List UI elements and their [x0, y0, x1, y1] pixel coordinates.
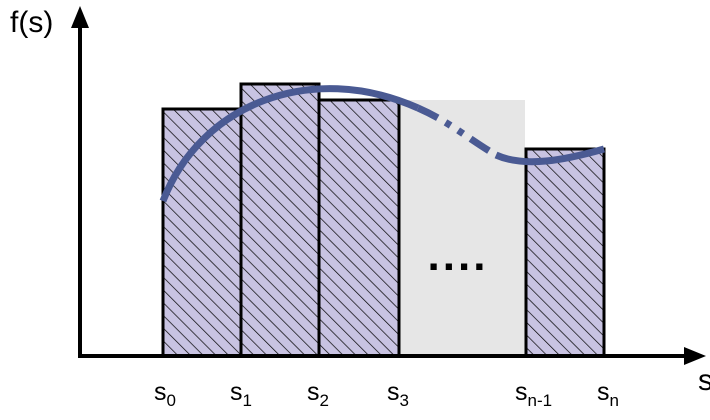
function-curve-solid-left: [159, 85, 420, 203]
tick-subscript: n: [610, 391, 619, 410]
tick-label-s-n-1: sn-1: [515, 378, 552, 410]
tick-subscript: 0: [167, 391, 176, 410]
y-axis-arrowhead: [71, 6, 89, 28]
bar-interval-0: [161, 107, 243, 358]
tick-subscript: 2: [320, 391, 329, 410]
tick-subscript: 1: [243, 391, 252, 410]
tick-label-s3: s3: [387, 378, 409, 410]
tick-main: s: [597, 378, 610, 406]
y-axis-label: f(s): [10, 6, 53, 39]
bar-interval-n-1: [524, 147, 606, 358]
tick-label-s-n: sn: [597, 378, 619, 410]
function-curve-solid-right: [494, 145, 605, 166]
x-axis-label: s: [698, 364, 710, 397]
tick-subscript: n-1: [528, 391, 553, 410]
function-curve-dashed: [416, 104, 498, 159]
tick-main: s: [230, 378, 243, 406]
bar-interval-2: [317, 98, 401, 358]
tick-main: s: [387, 378, 400, 406]
x-axis-arrowhead: [684, 347, 706, 365]
bar-interval-1: [239, 82, 321, 358]
tick-label-s0: s0: [154, 378, 176, 410]
tick-main: s: [154, 378, 167, 406]
tick-main: s: [515, 378, 528, 406]
tick-label-s2: s2: [307, 378, 329, 410]
tick-label-s1: s1: [230, 378, 252, 410]
tick-subscript: 3: [400, 391, 409, 410]
gap-region: [400, 100, 525, 356]
tick-main: s: [307, 378, 320, 406]
ellipsis-marker: ....: [428, 231, 489, 280]
